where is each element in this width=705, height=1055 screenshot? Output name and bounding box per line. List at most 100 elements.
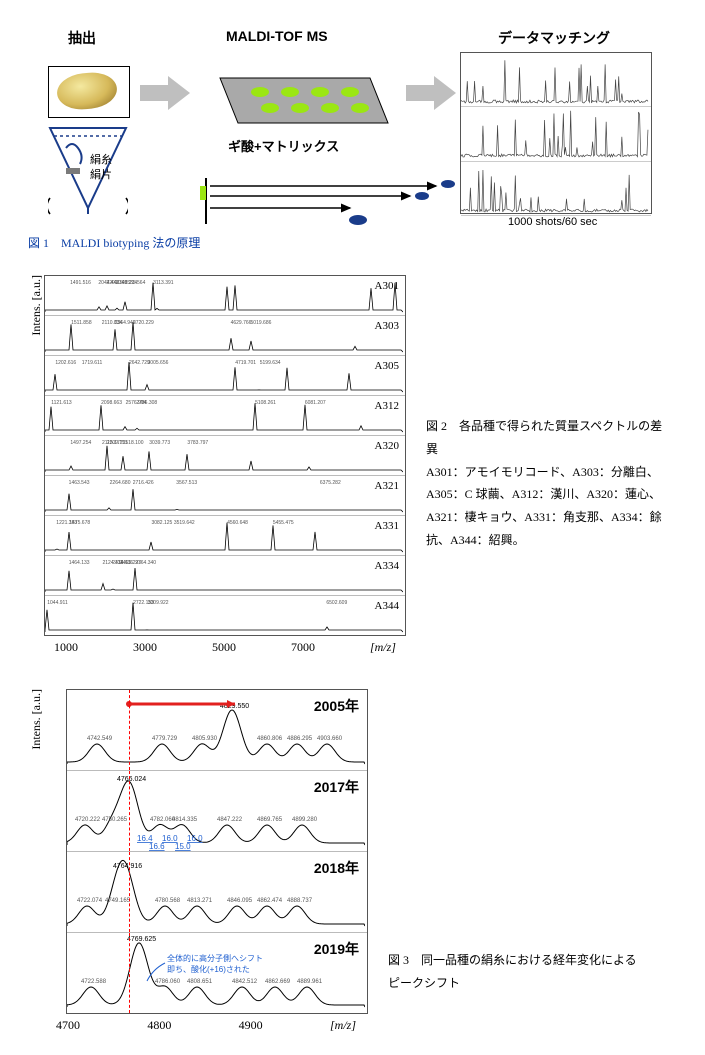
fig3-xtick: 4800 [147,1018,171,1033]
svg-text:5108.261: 5108.261 [255,400,276,406]
fig2-spectrum-row: A3201497.2542115.1772209.1512518.1003039… [45,436,405,476]
arrow-icon [406,76,456,110]
svg-text:4719.701: 4719.701 [235,360,256,366]
red-reference-line [129,771,130,851]
svg-text:全体的に高分子側へシフト: 全体的に高分子側へシフト [167,953,263,963]
fig2-sample-label: A305 [375,360,399,372]
svg-text:4847.222: 4847.222 [217,817,243,823]
svg-text:4886.295: 4886.295 [287,736,313,742]
shots-label: 1000 shots/60 sec [508,216,597,228]
fig3-yaxis: Intens. [a.u.] [28,689,44,1037]
fig3-year-label: 2019年 [314,939,359,959]
svg-text:2720.229: 2720.229 [133,320,154,326]
svg-text:2098.663: 2098.663 [101,400,122,406]
fig2-spectrum-row: A3051202.6161719.6112642.7293005.6564719… [45,356,405,396]
svg-text:4750.265: 4750.265 [102,817,128,823]
svg-text:1121.613: 1121.613 [51,400,72,406]
fig1-label-extract: 抽出 [68,28,96,48]
svg-text:即ち、酸化(+16)された: 即ち、酸化(+16)された [167,964,250,974]
svg-text:2264.680: 2264.680 [110,480,131,486]
svg-text:4842.512: 4842.512 [232,979,258,985]
fig3-spectrum-row: 2018年4764.9164722.0744749.1654780.568481… [67,852,367,933]
svg-text:3519.642: 3519.642 [174,520,195,526]
figure-2: Intens. [a.u.] A3011491.5162044.4482201.… [28,275,677,659]
fig2-xtick: 3000 [133,640,157,655]
fig2-spectrum-row: A3341464.1332124.4342316.6362469.2932764… [45,556,405,596]
svg-text:4764.916: 4764.916 [113,863,142,870]
svg-text:2518.100: 2518.100 [123,440,144,446]
svg-text:1463.543: 1463.543 [69,480,90,486]
svg-text:4814.335: 4814.335 [172,817,198,823]
fig2-sample-label: A331 [375,520,399,532]
fig2-sample-label: A312 [375,400,399,412]
fig1-label-maldi: MALDI-TOF MS [226,28,328,44]
fig2-xtick: 7000 [291,640,315,655]
svg-text:6375.282: 6375.282 [320,480,341,486]
fig2-caption-body: A301：アモイモリコード、A303：分離白、A305：C 球繭、A312：漢川… [426,461,666,552]
svg-text:3005.656: 3005.656 [148,360,169,366]
svg-text:4899.280: 4899.280 [292,817,318,823]
spectra-matching-panel [460,52,652,214]
svg-text:1475.678: 1475.678 [69,520,90,526]
svg-text:3009.922: 3009.922 [148,600,169,606]
fig2-sample-label: A321 [375,480,399,492]
svg-text:5019.686: 5019.686 [251,320,272,326]
svg-text:4862.474: 4862.474 [257,898,283,904]
svg-text:5199.634: 5199.634 [260,360,281,366]
funnel-label-piece: 絹片 [90,166,112,182]
svg-text:4629.766: 4629.766 [231,320,252,326]
svg-text:4560.648: 4560.648 [227,520,248,526]
svg-text:4722.074: 4722.074 [77,898,103,904]
svg-text:6081.207: 6081.207 [305,400,326,406]
fig3-xtick: 4900 [239,1018,263,1033]
fig2-sample-label: A303 [375,320,399,332]
fig2-sample-label: A301 [375,280,399,292]
svg-text:4813.271: 4813.271 [187,898,213,904]
figure-2-caption: 図 2 各品種で得られた質量スペクトルの差異 A301：アモイモリコード、A30… [426,275,666,659]
ion-flight-icon [200,178,460,226]
svg-text:4722.588: 4722.588 [81,979,107,985]
svg-text:15.0: 15.0 [175,842,191,851]
fig2-xaxis: 1000300050007000[m/z] [44,636,406,659]
svg-text:6502.609: 6502.609 [326,600,347,606]
svg-text:2764.340: 2764.340 [135,560,156,566]
svg-text:4720.222: 4720.222 [75,817,101,823]
funnel-label-thread: 絹糸 [90,151,112,167]
svg-text:2786.308: 2786.308 [136,400,157,406]
svg-text:4766.024: 4766.024 [117,776,146,783]
fig2-chart: A3011491.5162044.4482201.1432395.2142555… [44,275,406,636]
svg-text:1464.133: 1464.133 [69,560,90,566]
svg-text:4808.651: 4808.651 [187,979,213,985]
fig2-xtick: 1000 [54,640,78,655]
svg-text:16.6: 16.6 [149,842,165,851]
fig3-year-label: 2018年 [314,858,359,878]
svg-text:2555.564: 2555.564 [125,280,146,286]
fig3-ylabel: Intens. [a.u.] [29,689,44,750]
red-reference-line [129,852,130,932]
fig3-spectrum-row: 2019年4769.6254722.5884786.0604808.651484… [67,933,367,1013]
fig3-spectrum-row: 2017年4766.0244720.2224750.2654782.060481… [67,771,367,852]
svg-text:1044.911: 1044.911 [47,600,68,606]
fig2-yaxis: Intens. [a.u.] [28,275,44,659]
svg-text:5455.475: 5455.475 [273,520,294,526]
fig3-xunit: [m/z] [330,1018,356,1033]
figure-3: Intens. [a.u.] 2005年4829.5504742.5494779… [28,689,677,1037]
svg-text:4779.729: 4779.729 [152,736,178,742]
fig2-spectrum-row: A3011491.5162044.4482201.1432395.2142555… [45,276,405,316]
svg-text:3082.125: 3082.125 [151,520,172,526]
fig2-caption-title: 図 2 各品種で得られた質量スペクトルの差異 [426,415,666,461]
fig2-spectrum-row: A3121121.6132098.6632576.9042786.3085108… [45,396,405,436]
svg-text:4862.669: 4862.669 [265,979,291,985]
svg-text:1497.254: 1497.254 [70,440,91,446]
fig3-year-label: 2017年 [314,777,359,797]
fig3-chart: 2005年4829.5504742.5494779.7294805.930486… [66,689,368,1014]
fig2-sample-label: A334 [375,560,399,572]
fig3-xtick: 4700 [56,1018,80,1033]
svg-text:2716.426: 2716.426 [133,480,154,486]
svg-text:4780.568: 4780.568 [155,898,181,904]
svg-text:4846.095: 4846.095 [227,898,253,904]
fig2-spectrum-row: A3311221.3531475.6783082.1253519.6424560… [45,516,405,556]
funnel-icon [48,126,128,216]
svg-text:4860.806: 4860.806 [257,736,283,742]
fig1-label-matrix: ギ酸+マトリックス [228,136,339,155]
